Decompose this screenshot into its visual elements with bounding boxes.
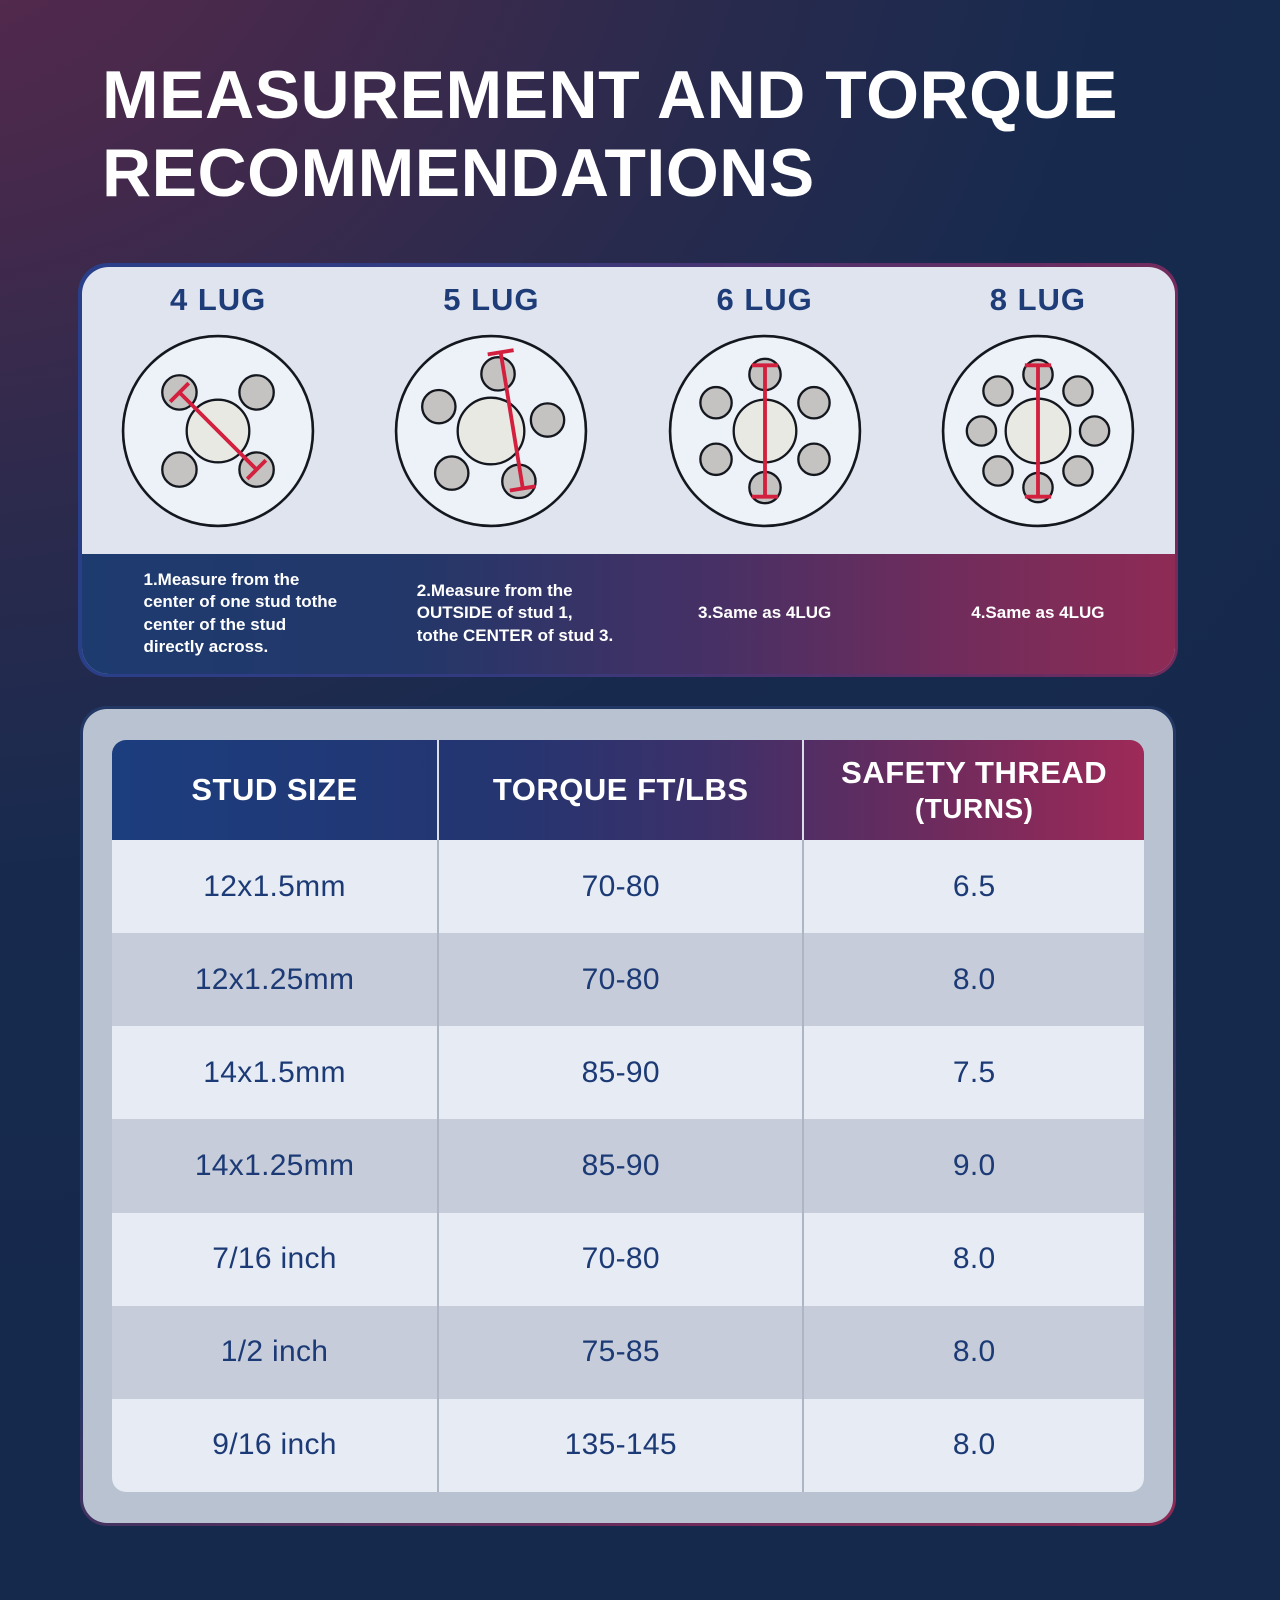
cell-torque: 70-80 <box>437 933 802 1027</box>
lug-figure-label: 8 LUG <box>989 281 1087 317</box>
table-row: 9/16 inch 135-145 8.0 <box>112 1398 1144 1492</box>
measurement-caption: 4.Same as 4LUG <box>971 603 1105 623</box>
header-label: TORQUE FT/LBS <box>492 772 749 807</box>
header-cell-safety-thread: SAFETY THREAD (TURNS) <box>802 740 1144 840</box>
header-label: SAFETY THREAD <box>841 755 1108 790</box>
header-cell-stud-size: STUD SIZE <box>112 740 437 840</box>
cell-stud-size: 12x1.25mm <box>194 962 355 996</box>
header-cell-torque: TORQUE FT/LBS <box>437 740 802 840</box>
cell-stud-size: 7/16 inch <box>212 1242 337 1276</box>
table-header-row: STUD SIZE TORQUE FT/LBS SAFETY THREAD (TURN… <box>112 740 1144 840</box>
table-row: 14x1.25mm 85-90 9.0 <box>112 1119 1144 1213</box>
cell-safety-thread: 8.0 <box>802 1212 1144 1306</box>
cell-safety-thread: 9.0 <box>802 1119 1144 1213</box>
header-sublabel: (TURNS) <box>914 793 1034 824</box>
table-body: 12x1.5mm 70-80 6.5 12x1.25mm 70-80 8.0 14x1.5m… <box>112 840 1144 1492</box>
cell-torque: 70-80 <box>437 1212 802 1306</box>
cell-stud-size: 14x1.5mm <box>203 1055 346 1089</box>
cell-stud-size: 12x1.5mm <box>203 869 346 903</box>
measurement-caption: 1.Measure from the center of one stud to… <box>143 570 338 656</box>
measurement-caption: 3.Same as 4LUG <box>698 603 832 623</box>
cell-safety-thread: 8.0 <box>802 1305 1144 1399</box>
page-title: MEASUREMENT AND TORQUE RECOMMENDATIONS <box>102 57 1118 212</box>
table-row: 1/2 inch 75-85 8.0 <box>112 1305 1144 1399</box>
wheel-hub-4-lug-icon <box>121 334 315 527</box>
cell-torque: 85-90 <box>437 1026 802 1120</box>
lug-diagram-panel-inner: 4 LUG 5 LUG 6 LUG 8 LUG 1.Measure from the … <box>81 266 1175 674</box>
lug-figure: 4 LUG <box>82 280 355 554</box>
measurement-captions: 1.Measure from the center of one stud to… <box>81 553 1175 674</box>
lug-figures: 4 LUG 5 LUG 6 LUG 8 LUG <box>82 267 1175 554</box>
lug-figure-label: 5 LUG <box>443 281 540 317</box>
cell-safety-thread: 6.5 <box>802 840 1144 934</box>
lug-figure: 8 LUG <box>901 280 1174 554</box>
measurement-caption: 2.Measure from the OUTSIDE of stud 1, to… <box>416 581 614 645</box>
table-row: 12x1.25mm 70-80 8.0 <box>112 933 1144 1027</box>
cell-safety-thread: 7.5 <box>802 1026 1144 1120</box>
cell-stud-size: 1/2 inch <box>220 1335 329 1369</box>
wheel-hub-8-lug-icon <box>941 334 1135 527</box>
cell-torque: 75-85 <box>437 1305 802 1399</box>
table-row: 7/16 inch 70-80 8.0 <box>112 1212 1144 1306</box>
lug-diagram-panel: 4 LUG 5 LUG 6 LUG 8 LUG 1.Measure from the … <box>78 263 1178 677</box>
wheel-hub-6-lug-icon <box>668 334 861 527</box>
torque-table-card-inner: STUD SIZE TORQUE FT/LBS SAFETY THREAD (TURN… <box>83 709 1173 1523</box>
cell-torque: 85-90 <box>437 1119 802 1213</box>
header-label: STUD SIZE <box>191 772 358 807</box>
cell-stud-size: 14x1.25mm <box>194 1148 355 1182</box>
wheel-hub-5-lug-icon <box>395 334 588 527</box>
cell-torque: 70-80 <box>437 840 802 934</box>
cell-stud-size: 9/16 inch <box>212 1428 337 1462</box>
table-row: 12x1.5mm 70-80 6.5 <box>112 840 1144 934</box>
lug-figure-label: 6 LUG <box>716 281 813 317</box>
torque-table: STUD SIZE TORQUE FT/LBS SAFETY THREAD (TURN… <box>112 740 1144 1492</box>
torque-table-card: STUD SIZE TORQUE FT/LBS SAFETY THREAD (TURN… <box>80 706 1176 1526</box>
cell-safety-thread: 8.0 <box>802 933 1144 1027</box>
lug-figure: 5 LUG <box>355 280 628 554</box>
cell-safety-thread: 8.0 <box>802 1398 1144 1492</box>
lug-figure: 6 LUG <box>628 280 901 554</box>
table-row: 14x1.5mm 85-90 7.5 <box>112 1026 1144 1120</box>
lug-figure-label: 4 LUG <box>169 281 267 317</box>
cell-torque: 135-145 <box>437 1398 802 1492</box>
